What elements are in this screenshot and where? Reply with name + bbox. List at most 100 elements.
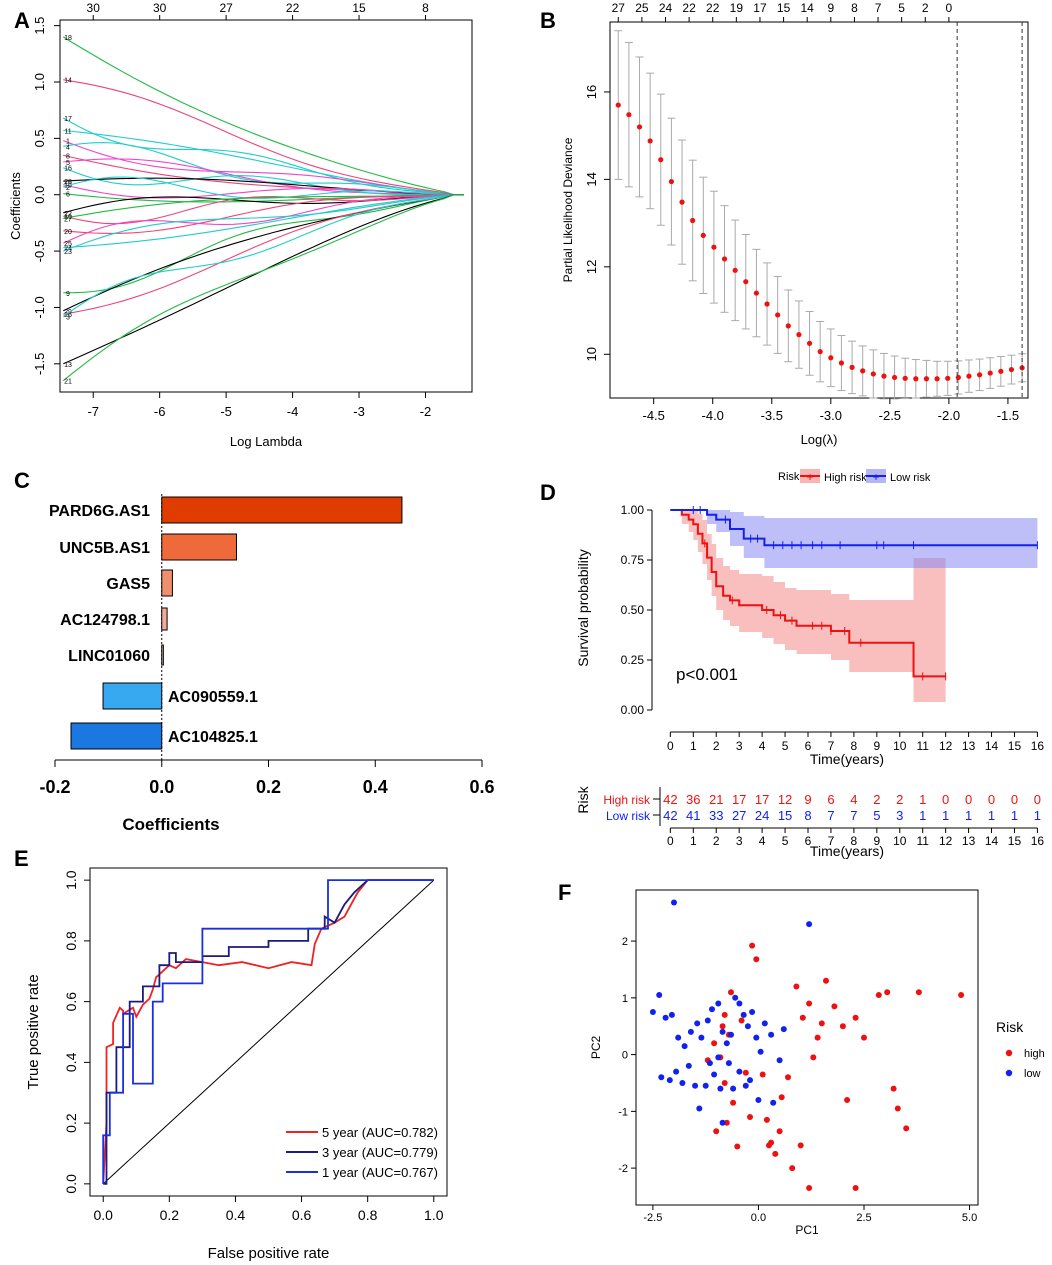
- deviance-point: [743, 279, 749, 285]
- pca-point-high: [793, 983, 800, 990]
- pca-point-high: [884, 989, 891, 996]
- deviance-point: [764, 301, 770, 307]
- legend-label: High risk: [824, 472, 867, 484]
- risk-count: 0: [988, 792, 995, 807]
- deviance-point: [647, 138, 653, 144]
- y-tick-label: 0.0: [32, 186, 47, 204]
- x-tick-label: 0: [667, 834, 674, 848]
- roc-curve: [103, 879, 434, 1185]
- x-tick-label: 1: [690, 834, 697, 848]
- x-tick-label: 10: [893, 739, 907, 753]
- top-tick-label: 30: [87, 1, 101, 15]
- pca-point-high: [797, 1142, 804, 1149]
- bar-label: LINC01060: [68, 648, 150, 665]
- x-tick-label: 0.4: [363, 777, 388, 797]
- panel-f: -2.5 0.0 2.5 5.0 -2 -1 0 1 2 PC1 PC2 Risk high low: [589, 889, 1045, 1237]
- panel-a: -7 -6 -5 -4 -3 -2 -1.5 -1.0 -0.5 0.0 0.5 1.0 1.5 30 30…: [8, 1, 473, 449]
- y-tick-label: 10: [584, 347, 599, 361]
- x-tick-label: -2.0: [938, 408, 960, 423]
- risk-count: 27: [732, 808, 746, 823]
- pca-point-high: [958, 992, 965, 998]
- risk-table-title: Risk: [575, 785, 591, 813]
- pca-point-high: [806, 1185, 813, 1191]
- legend-title: Risk: [778, 471, 800, 483]
- coef-path-label: 22: [64, 211, 72, 218]
- y-axis-title: Coefficients: [8, 172, 23, 240]
- pca-point-low: [732, 994, 739, 1001]
- deviance-point: [679, 199, 685, 205]
- pca-point-low: [681, 1043, 688, 1050]
- pca-point-low: [730, 1085, 737, 1092]
- coef-path-label: 27: [64, 216, 72, 223]
- pca-point-high: [831, 1003, 838, 1010]
- deviance-point: [913, 376, 919, 382]
- x-tick-label: 9: [873, 739, 880, 753]
- pca-point-low: [679, 1080, 686, 1086]
- deviance-point: [998, 368, 1004, 374]
- risk-count: 0: [1011, 792, 1018, 807]
- coef-path-label: 5: [66, 160, 70, 167]
- x-tick-label: 2: [713, 739, 720, 753]
- deviance-point: [923, 376, 930, 382]
- coef-path-2: [63, 176, 464, 199]
- legend-label: 5 year (AUC=0.782): [322, 1125, 438, 1140]
- survival-curve: [670, 509, 1038, 547]
- pca-point-low: [719, 1119, 726, 1126]
- confidence-band: [670, 510, 1038, 568]
- x-tick-label: 0.4: [226, 1207, 246, 1223]
- deviance-point: [721, 256, 728, 262]
- x-tick-label: -1.5: [997, 408, 1019, 423]
- pca-point-low: [749, 1009, 756, 1015]
- risk-count: 12: [778, 792, 792, 807]
- deviance-point: [636, 124, 643, 130]
- x-tick-label: -4.5: [642, 408, 664, 423]
- pca-point-low: [776, 1057, 783, 1064]
- pca-point-high: [738, 1017, 745, 1024]
- x-tick-label: 6: [805, 834, 812, 848]
- coef-path-9: [63, 194, 464, 294]
- pca-point-high: [721, 1080, 728, 1086]
- x-tick-label: 0.6: [469, 777, 494, 797]
- x-tick-label: 16: [1031, 834, 1045, 848]
- deviance-point: [775, 312, 781, 318]
- pca-point-low: [723, 1040, 730, 1047]
- x-tick-label: 8: [851, 834, 858, 848]
- coef-path-label: 28: [64, 179, 72, 186]
- risk-count: 0: [942, 792, 949, 807]
- top-tick-label: 27: [612, 1, 626, 15]
- bar-label: UNC5B.AS1: [59, 540, 150, 557]
- deviance-point: [945, 375, 951, 381]
- y-axis-title: True positive rate: [25, 974, 42, 1089]
- pca-point-low: [780, 1026, 787, 1033]
- pca-point-high: [759, 1071, 766, 1078]
- panel-label-a: A: [14, 8, 30, 33]
- legend-dot: [1005, 1069, 1013, 1077]
- coef-path-label: 4: [66, 144, 70, 151]
- coef-path-10: [63, 194, 464, 225]
- x-tick-label: 0.2: [256, 777, 281, 797]
- y-axis-title: PC2: [589, 1036, 603, 1060]
- pca-point-high: [814, 1034, 821, 1041]
- coef-path-17: [63, 117, 464, 196]
- pca-point-high: [753, 956, 760, 963]
- x-axis-title: Log(λ): [801, 432, 838, 447]
- risk-count: 7: [850, 808, 857, 823]
- pca-point-low: [770, 1099, 777, 1106]
- x-tick-label: 3: [736, 834, 743, 848]
- x-tick-label: -6: [154, 404, 166, 419]
- risk-count: 3: [896, 808, 903, 823]
- coef-path-label: 21: [64, 379, 72, 386]
- pca-point-high: [839, 1023, 846, 1030]
- y-tick-label: 2: [622, 936, 628, 948]
- legend-label: 3 year (AUC=0.779): [322, 1145, 438, 1160]
- deviance-point: [668, 178, 675, 185]
- pca-point-low: [717, 1085, 724, 1092]
- y-tick-label: 1.00: [621, 503, 645, 517]
- x-tick-label: 0.0: [751, 1212, 766, 1224]
- y-tick-label: 14: [584, 172, 599, 186]
- coef-path-25: [63, 194, 464, 244]
- coef-path-label: 1: [66, 139, 70, 146]
- y-tick-label: 1.5: [32, 17, 47, 35]
- top-tick-label: 9: [827, 1, 834, 15]
- pca-point-low: [742, 1082, 749, 1089]
